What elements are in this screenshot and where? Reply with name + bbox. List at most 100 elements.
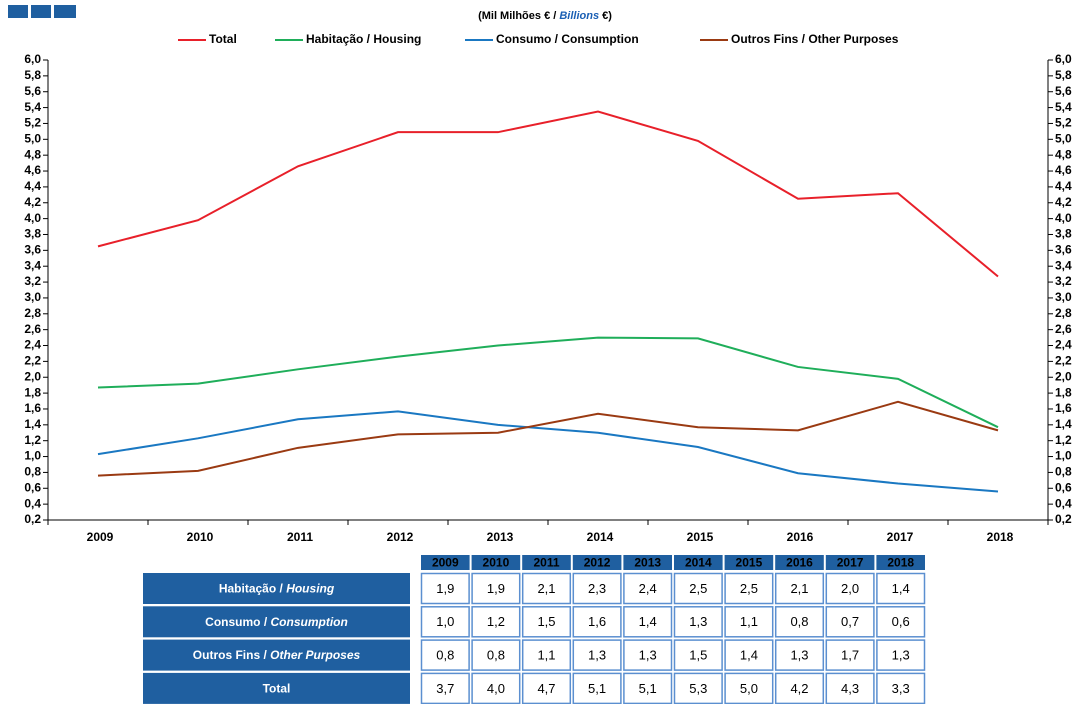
table-cell-value: 2,3 [588,581,606,596]
table-cell-value: 2,5 [689,581,707,596]
y-tick-label-right: 2,4 [1055,338,1072,352]
table-header-cell [421,555,470,570]
table-cell [420,606,470,638]
table-cell-value: 2,1 [537,581,555,596]
y-tick-label: 0,4 [24,496,41,510]
table-header-cell [876,555,925,570]
table-cell-value: 3,7 [436,681,454,696]
table-cell-value: 1,5 [689,648,707,663]
table-cell [825,639,875,671]
table-cell [673,672,723,704]
legend-label: Total [209,32,237,46]
x-tick-label: 2011 [287,530,313,544]
y-tick-label-right: 0,2 [1055,512,1072,526]
table-row-label: Habitação / Housing [219,582,335,596]
series-line [97,410,999,493]
table-cell [471,606,521,638]
y-tick-label-right: 4,8 [1055,147,1072,161]
y-tick-label-right: 1,6 [1055,401,1072,415]
table-cell [825,672,875,704]
y-tick-label-right: 3,8 [1055,227,1072,241]
table-row-label: Consumo / Consumption [205,615,348,629]
y-tick-label: 5,2 [24,116,41,130]
table-header-cell [623,555,672,570]
series-line [97,400,999,477]
table-cell [724,572,774,605]
table-cell-value: 5,1 [639,681,657,696]
x-tick-label: 2016 [787,530,814,544]
y-tick-label-right: 1,0 [1055,449,1072,463]
table-cell [521,606,572,638]
row-label-pt: Habitação / [219,582,284,596]
table-row-header [143,573,410,604]
x-tick-label: 2013 [487,530,514,544]
logo-block [54,5,76,18]
subtitle: (Mil Milhões € / Billions €) [478,10,612,22]
y-tick-label-right: 3,4 [1055,258,1072,272]
table-cell-value: 1,9 [487,581,505,596]
table-cell [521,572,572,605]
table-cell [673,572,723,605]
table-cell-value: 5,3 [689,681,707,696]
table-header-label: 2013 [634,556,661,570]
table-cell-value: 1,6 [588,614,606,629]
table-cell-value: 1,3 [892,648,910,663]
table-cell-value: 0,8 [436,648,454,663]
y-tick-label-right: 2,2 [1055,354,1072,368]
table-cell [724,639,774,671]
y-tick-label: 4,2 [24,195,41,209]
table-row-header [143,606,410,638]
table-cell [420,572,470,605]
y-tick-label: 3,2 [24,274,41,288]
table-cell-value: 1,3 [790,648,808,663]
table-cell-value: 2,4 [639,581,657,596]
table-cell [471,672,521,704]
table-cell [572,672,622,704]
x-tick-label: 2017 [887,530,914,544]
table-cell [521,639,572,671]
table-cell [471,639,521,671]
y-tick-label: 4,6 [24,163,41,177]
table-cell-value: 1,5 [537,614,555,629]
row-label-en: Housing [286,582,335,596]
table-cell [774,672,825,704]
y-tick-label-right: 1,4 [1055,417,1072,431]
series-line [97,110,999,278]
y-tick-label-right: 6,0 [1055,52,1072,66]
y-tick-label-right: 0,6 [1055,480,1072,494]
table-row-label: Outros Fins / Other Purposes [193,648,361,662]
table-cell-value: 4,3 [841,681,859,696]
table-header-label: 2018 [887,556,914,570]
series-line [97,336,999,429]
y-tick-label: 6,0 [24,52,41,66]
y-tick-label-right: 4,4 [1055,179,1072,193]
logo-block [8,5,28,18]
table-cell-value: 1,2 [487,614,505,629]
x-tick-label: 2012 [387,530,414,544]
table-cell-value: 0,7 [841,614,859,629]
y-tick-label: 2,0 [24,369,41,383]
table-header-cell [724,555,774,570]
table-cell-value: 1,4 [639,614,657,629]
y-tick-label-right: 4,6 [1055,163,1072,177]
table-cell-value: 4,7 [537,681,555,696]
y-tick-label: 0,6 [24,480,41,494]
y-tick-label-right: 5,2 [1055,116,1072,130]
row-label-pt: Consumo / [205,615,268,629]
row-label-pt: Total [263,682,291,696]
table-cell-value: 1,1 [537,648,555,663]
row-label-en: Other Purposes [270,648,360,662]
row-label-en: Consumption [271,615,348,629]
table-cell-value: 2,5 [740,581,758,596]
y-tick-label-right: 5,0 [1055,131,1072,145]
table-cell-value: 1,1 [740,614,758,629]
y-tick-label: 2,4 [24,338,41,352]
y-tick-label: 2,6 [24,322,41,336]
y-tick-label: 1,6 [24,401,41,415]
y-tick-label: 5,0 [24,131,41,145]
table-header-cell [572,555,622,570]
y-tick-label: 1,2 [24,433,41,447]
table-cell [521,672,572,704]
table-cell-value: 2,0 [841,581,859,596]
table-cell [623,572,673,605]
